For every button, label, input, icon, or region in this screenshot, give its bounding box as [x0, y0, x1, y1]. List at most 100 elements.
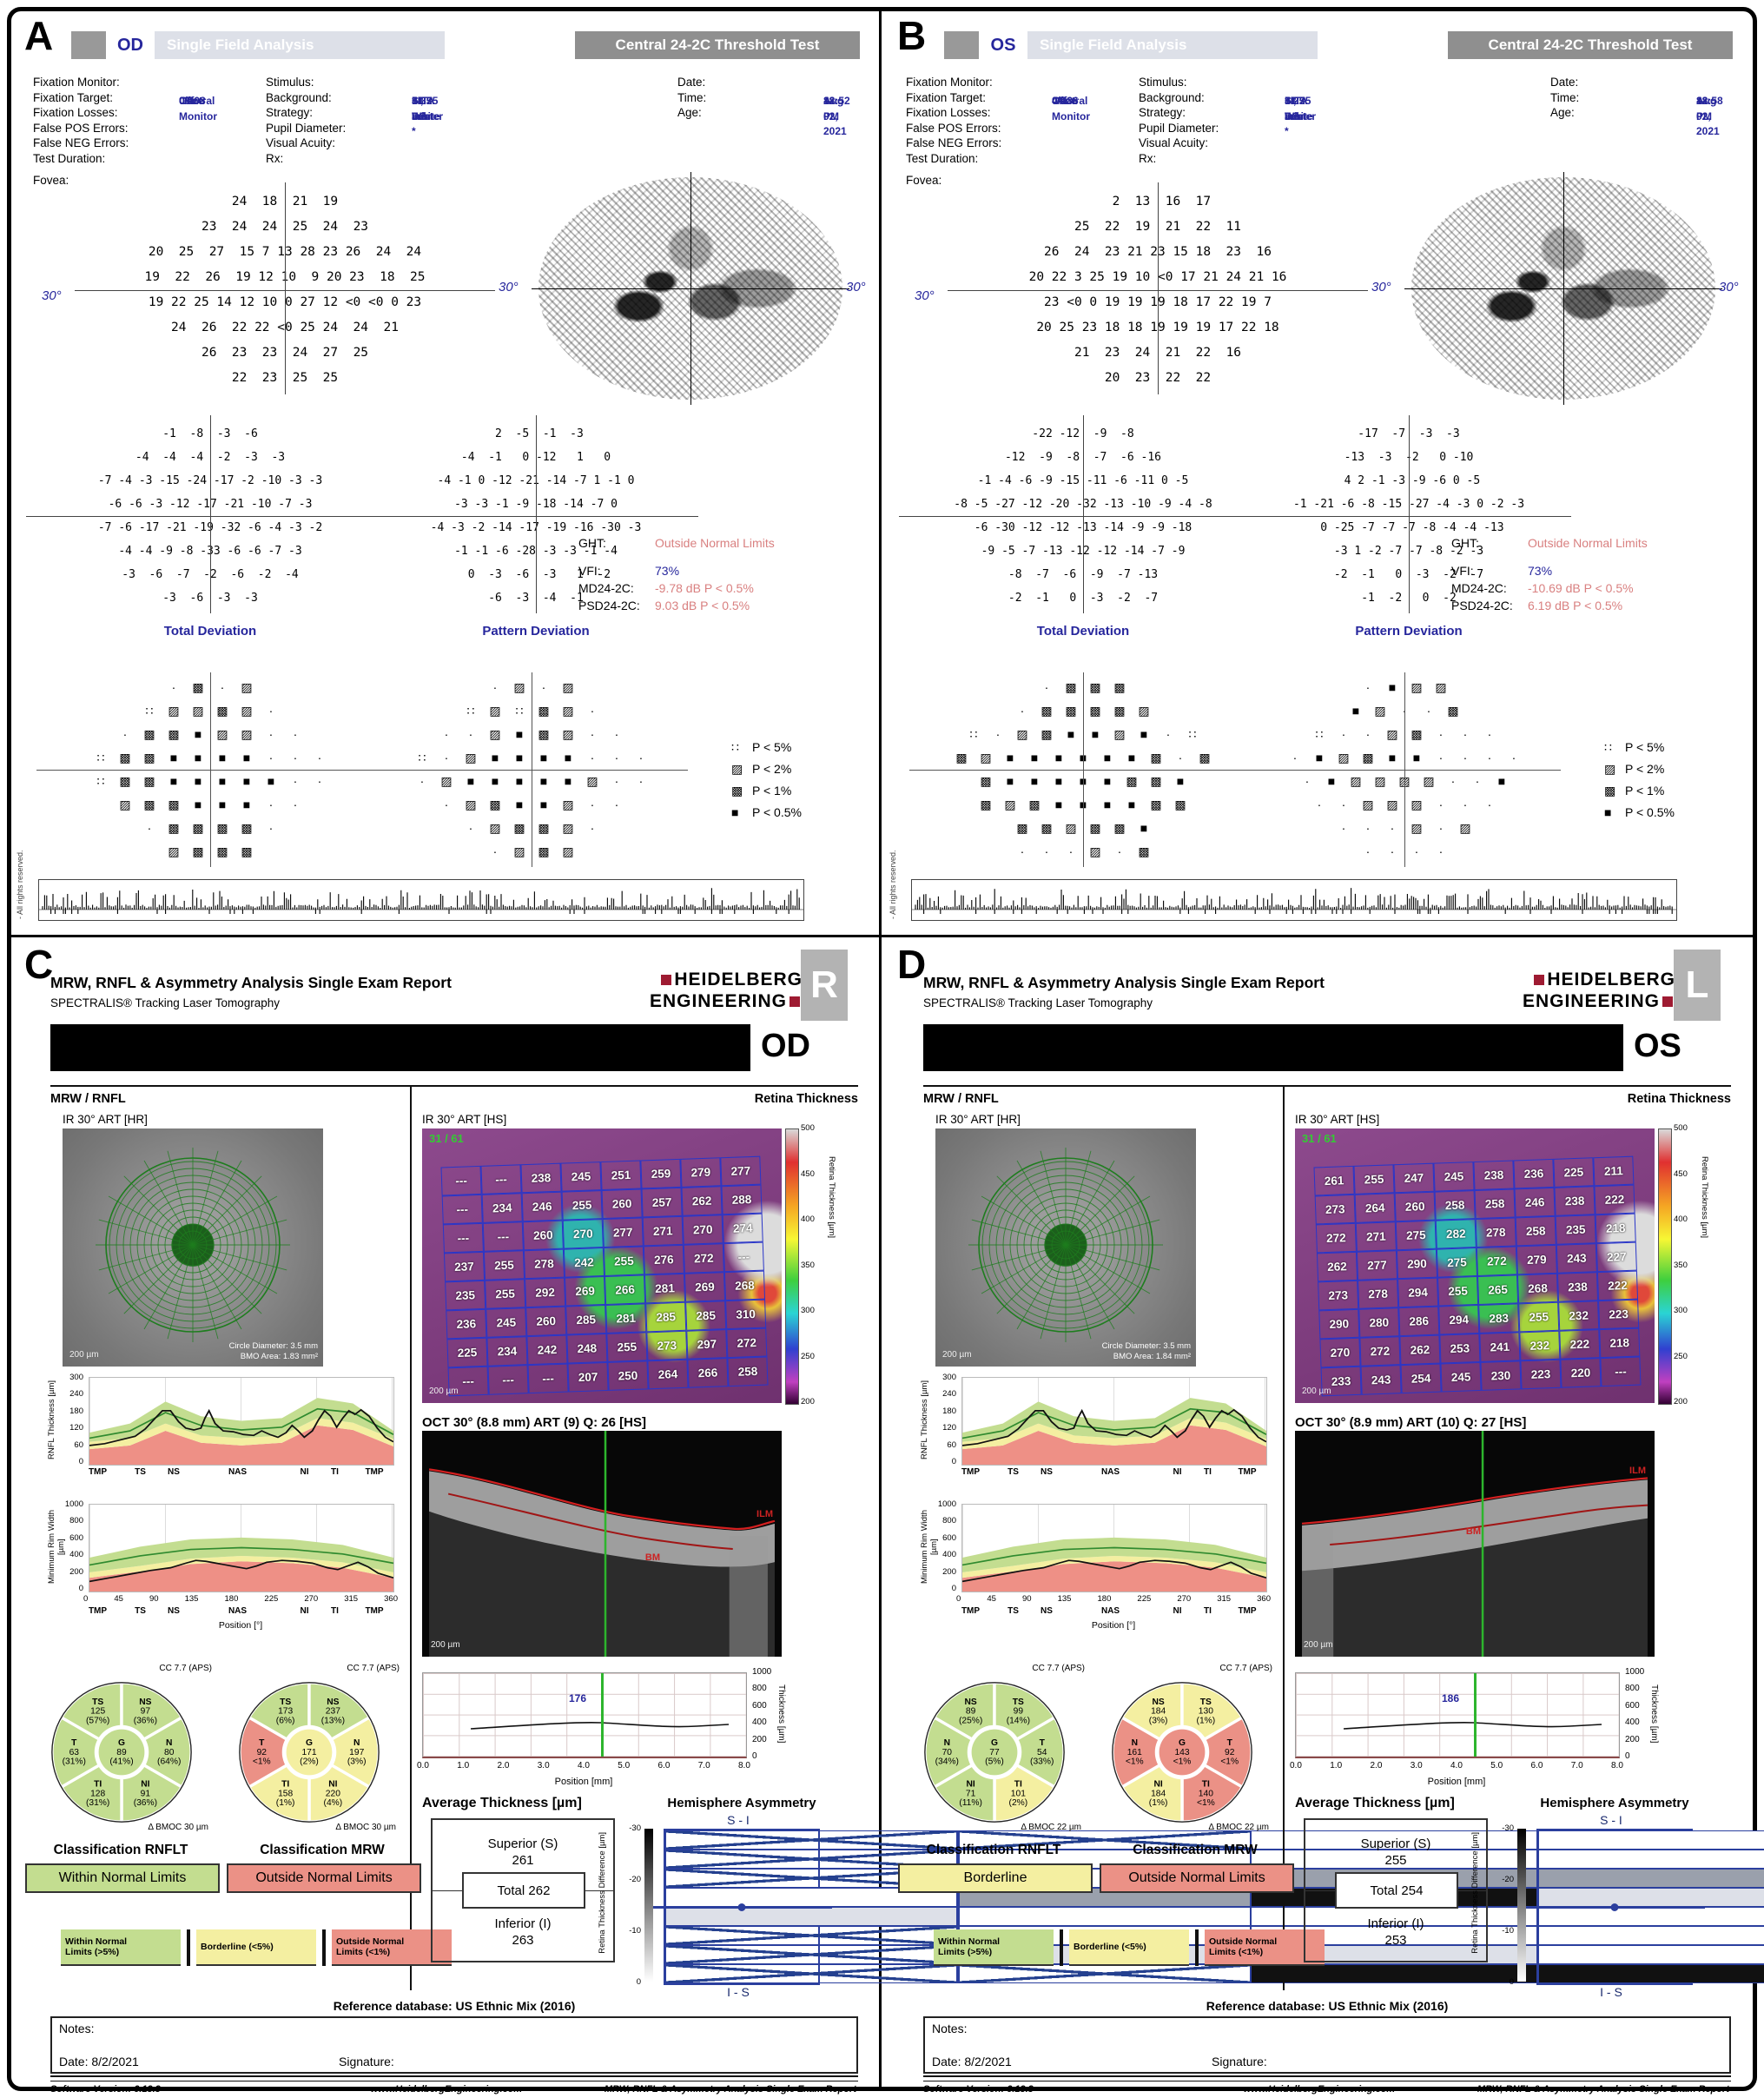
map-cell: 272: [1476, 1246, 1517, 1276]
bm-label: BM: [644, 1552, 660, 1563]
rnflt-pie-chart: TS 125 (57%) NS 97 (36%)N 80 (64%)NI 91 (36%) TI 12…: [50, 1681, 193, 1823]
mrw-band-plot: [961, 1504, 1267, 1592]
asymmetry-grayscale-bar: [644, 1829, 653, 1982]
vf-row: 19 22 26 19 12 10 9 20 23 18 25: [144, 270, 426, 284]
prob-symbol: ▨: [168, 704, 180, 718]
map-cell: 292: [525, 1277, 566, 1308]
map-cell: 286: [1398, 1306, 1440, 1337]
tick-label: 270: [1177, 1594, 1192, 1604]
ght-label: GHT:: [1451, 536, 1479, 550]
map-cell: 243: [1360, 1365, 1402, 1395]
scan-index-tag: 31 / 61: [429, 1132, 464, 1145]
prob-symbol: ▨: [1411, 821, 1423, 835]
map-cell: 260: [525, 1306, 567, 1337]
classification-rnflt-title: Classification RNFLT: [926, 1843, 1061, 1857]
tick-label: 800: [752, 1684, 767, 1694]
vf-row: -4 -1 0 -12 1 0: [460, 451, 611, 464]
tick-label: 0: [78, 1456, 83, 1466]
legend-label: P < 0.5%: [752, 805, 802, 819]
bmo-thickness-profile: 176 0.0 1.0 2.0 3.0 4.0 5.0 6.0 7.0 8.0 Position…: [417, 1667, 787, 1787]
vf-row: -4 -4 -4 -2 -3 -3: [135, 451, 286, 464]
param-row: Pupil Diameter: 3.2 mm *: [1139, 95, 1303, 137]
asymmetry-midline: [651, 1905, 832, 1909]
prob-symbol: ·: [1475, 774, 1480, 788]
prob-symbol: ▨: [1386, 798, 1398, 811]
map-cell: 255: [1353, 1164, 1395, 1195]
reference-database: Reference database: US Ethnic Mix (2016): [333, 1999, 576, 2013]
prob-symbol: ▩: [1126, 774, 1138, 788]
cc-label: CC 7.7 (APS): [1219, 1664, 1272, 1673]
prob-symbol: ·: [1438, 798, 1444, 811]
vf-row: -6 -6 -3 -12 -17 -21 -10 -7 -3: [108, 498, 313, 511]
copyright-note: - All rights reserved.: [16, 850, 24, 919]
tick-label: 2.0: [1370, 1761, 1383, 1770]
tick-label: 0: [1625, 1751, 1630, 1761]
vf-row: -8 -5 -27 -12 -20 -32 -13 -10 -9 -4 -8: [954, 498, 1212, 511]
map-cell: 274: [722, 1213, 763, 1244]
sector-values: TI 158 (1%): [276, 1780, 295, 1809]
legend-label: P < 1%: [752, 784, 792, 798]
prob-row: ▩ ■ ■ ■ ■ ■ ▩ ▩ ■: [918, 770, 1248, 793]
legend-label: P < 2%: [752, 762, 792, 776]
prob-symbol: ■: [515, 774, 524, 788]
prob-symbol: ·: [1068, 844, 1074, 858]
prob-symbol: ■: [218, 751, 227, 764]
classification-mrw-result: Outside Normal Limits: [1100, 1863, 1294, 1893]
prob-symbol: ·: [1020, 704, 1025, 718]
map-cell: 278: [1475, 1217, 1516, 1248]
tick-label: 0.0: [417, 1761, 429, 1770]
prob-symbol: ▨: [1423, 774, 1435, 788]
tick-label: 800: [69, 1516, 83, 1526]
param-label: Strategy:: [266, 106, 314, 119]
map-cell: 248: [566, 1333, 608, 1364]
param-row: Time: 12:58 PM: [1550, 90, 1723, 122]
tick-label: 600: [69, 1532, 83, 1543]
prob-symbol: ■: [1103, 798, 1112, 811]
map-cell: 281: [644, 1273, 686, 1304]
ght-value: Outside Normal Limits: [1528, 536, 1648, 550]
prob-symbol: ·: [1305, 774, 1310, 788]
param-row: Stimulus: III, White: [266, 75, 440, 122]
average-thickness-title: Average Thickness [µm]: [422, 1796, 582, 1810]
prob-symbol: ·: [317, 774, 322, 788]
prob-symbol: ·: [444, 751, 449, 764]
prob-symbol: ▨: [1004, 798, 1016, 811]
map-cell: 262: [1399, 1334, 1441, 1366]
sector-values: NI 91 (36%): [134, 1780, 157, 1809]
tick-label: 350: [801, 1260, 815, 1270]
eye-label: OD: [109, 31, 151, 59]
prob-symbol: ■: [1079, 774, 1087, 788]
prob-symbol: ▨: [1089, 844, 1101, 858]
tick-label: 500: [1674, 1123, 1688, 1133]
tick-label: 5.0: [1490, 1761, 1503, 1770]
sector-label: NS: [1041, 1606, 1053, 1616]
map-cell: 285: [565, 1304, 607, 1335]
test-title-bar: Central 24-2C Threshold Test: [1448, 31, 1733, 59]
vf-row: -4 -3 -2 -14 -17 -19 -16 -30 -3: [430, 521, 642, 534]
sector-label: TMP: [365, 1606, 384, 1616]
prob-symbol: ·: [1426, 704, 1431, 718]
asymmetry-cell: [1538, 1888, 1764, 1907]
notes-label: Notes:: [59, 2022, 95, 2035]
cc-label: CC 7.7 (APS): [347, 1664, 400, 1673]
logo-red-square: [790, 996, 800, 1007]
legend-row: ∷ P < 5%: [1604, 737, 1675, 758]
panel-letter: B: [897, 13, 927, 58]
tick-label: 0: [78, 1583, 83, 1593]
prob-symbol: ▩: [1199, 751, 1211, 764]
param-row: Rx: +3.25 DS: [266, 95, 438, 167]
prob-symbol: ■: [1054, 751, 1063, 764]
param-row: Test Duration: 05:08: [33, 95, 206, 167]
prob-row: · ■ ▨ ▩ ■ ■ · · · ·: [1257, 746, 1552, 770]
map-cell: 255: [1437, 1276, 1479, 1307]
tick-label: 6.0: [657, 1761, 671, 1770]
sector-label: TS: [1008, 1606, 1019, 1616]
prob-symbol: ▩: [1150, 774, 1162, 788]
sector-values: NS 89 (25%): [959, 1698, 982, 1726]
tick-label: 225: [264, 1594, 279, 1604]
prob-symbol: ▩: [216, 704, 228, 718]
probability-legend: ∷ P < 5% ▨ P < 2% ▩ P < 1% ■ P < 0.5%: [731, 737, 802, 824]
map-cell: 272: [726, 1327, 768, 1359]
vf-row: 23 24 24 25 24 23: [201, 220, 369, 234]
param-value: Gaze Monitor: [1052, 95, 1090, 122]
